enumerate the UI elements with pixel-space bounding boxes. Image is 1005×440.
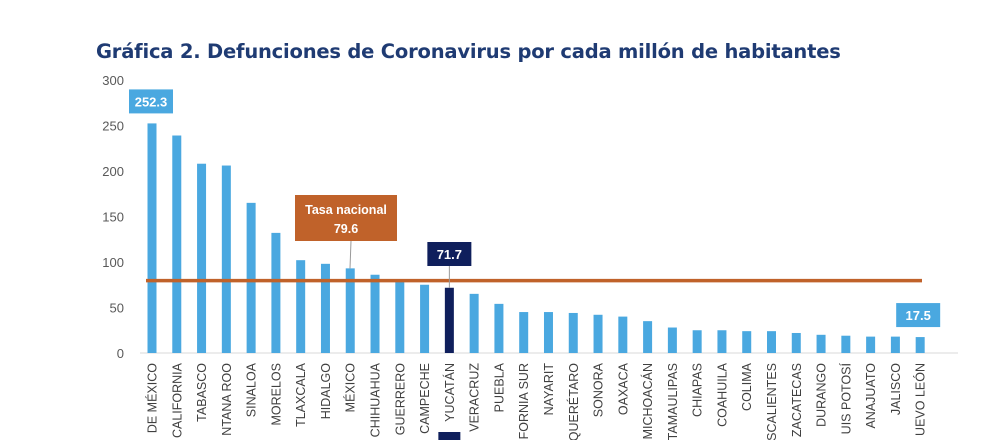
bar [320,263,330,353]
bar [345,268,355,353]
x-tick-label: QUERÉTARO [566,363,581,440]
data-label: 71.7 [437,247,462,262]
bar [197,163,207,353]
chart-title: Gráfica 2. Defunciones de Coronavirus po… [96,40,841,63]
bar [791,332,801,353]
bar [543,312,553,353]
x-tick-label: SONORA [592,362,606,417]
data-label-box [129,89,173,114]
bar [915,337,925,353]
bar [717,330,727,353]
x-tick-label: UIS POTOSÍ [838,362,853,434]
bar [742,331,752,353]
bar [147,123,157,353]
x-tick-label: MICHOACÁN [640,363,655,439]
x-tick-label: COAHUILA [715,362,729,427]
x-tick-label: NAYARIT [542,363,556,416]
x-tick-label: HIDALGO [319,363,333,420]
x-tick-label: DE MÉXICO [145,363,160,433]
bar [890,336,900,353]
x-tick-label: MORELOS [269,363,283,426]
bar [816,334,826,353]
reference-label-text: Tasa nacional [305,203,387,217]
reference-value-text: 79.6 [334,222,358,236]
y-tick-label: 50 [110,301,124,316]
reference-label-box [295,195,397,241]
bar [370,274,380,353]
bar [667,327,677,353]
reference-label-leader [349,240,352,269]
bar [692,330,702,353]
data-label: 252.3 [135,94,168,109]
x-tick-label: JALISCO [889,363,903,415]
x-tick-label: GUERRERO [393,363,407,436]
x-tick-label: NTANA ROO [220,363,234,436]
x-tick-label: DURANGO [815,363,829,427]
bar [643,321,653,353]
x-tick-label: TAMAULIPAS [666,363,680,440]
data-label-box [427,242,472,266]
x-tick-label: SINALOA [245,362,259,417]
bar [469,293,479,353]
x-tick-label: CHIHUAHUA [369,362,383,437]
bar [296,260,306,353]
y-tick-label: 300 [102,73,124,88]
x-tick-label: CAMPECHE [418,363,432,434]
bar [172,135,182,353]
bar [519,312,529,353]
y-tick-label: 150 [102,210,124,225]
x-tick-label: TABASCO [195,363,209,422]
y-tick-label: 250 [102,119,124,134]
x-tick-label: ZACATECAS [790,363,804,437]
bar [568,312,578,353]
x-tick-label: PUEBLA [492,362,506,412]
y-tick-label: 200 [102,164,124,179]
bar [246,202,256,353]
data-label: 17.5 [906,308,931,323]
x-tick-label: SCALIENTES [765,363,779,440]
x-tick-label: OAXACA [616,362,630,415]
bar [494,303,504,353]
bar [618,316,628,353]
bar [444,287,454,353]
bar [767,331,776,353]
x-tick-label: MÉXICO [343,363,358,413]
data-label-box [896,303,941,328]
bar [221,165,231,353]
bar [271,232,281,353]
x-tick-label: YUCATÁN [442,363,457,422]
y-tick-label: 100 [102,255,124,270]
x-tick-label: TLAXCALA [294,362,308,427]
x-tick-label: FORNIA SUR [517,363,531,439]
bar [866,336,876,353]
bar [841,335,851,353]
x-tick-label: ANAJUATO [864,363,878,429]
x-tick-label: CALIFORNIA [170,362,184,438]
highlight-marker [438,432,461,440]
bar [420,284,430,353]
x-tick-label: CHIAPAS [691,363,705,417]
bar [395,282,405,353]
bar [593,314,603,353]
x-tick-label: VERACRUZ [468,363,482,432]
y-tick-label: 0 [117,346,124,361]
x-tick-label: COLIMA [740,362,754,411]
x-tick-label: UEVO LEÓN [913,363,928,436]
